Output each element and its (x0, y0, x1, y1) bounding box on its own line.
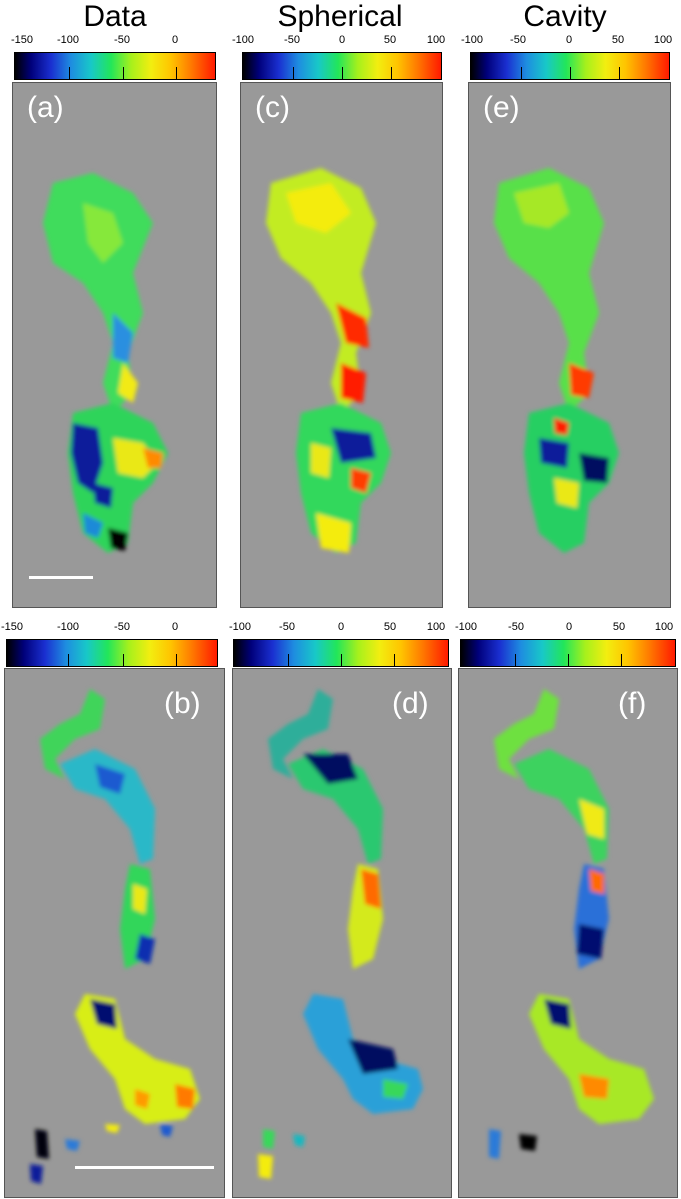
tick-label: -50 (284, 34, 300, 46)
tick-label: -50 (279, 621, 295, 633)
tick-label: 50 (383, 621, 397, 633)
tick-label: -100 (231, 34, 255, 46)
panel-a-data-map: (a) (12, 82, 217, 608)
panel-label-d: (d) (392, 687, 429, 720)
tick-label: -100 (56, 34, 80, 46)
tick-label: 100 (426, 34, 446, 46)
tick-label: -100 (228, 621, 252, 633)
tick-label: -50 (508, 621, 524, 633)
panel-b-data-map: (b) (4, 668, 225, 1198)
tick-label: -100 (460, 34, 484, 46)
panel-label-a: (a) (27, 91, 64, 124)
panel-label-e: (e) (483, 91, 520, 124)
panel-label-c: (c) (255, 91, 290, 124)
tick-label: 50 (383, 34, 397, 46)
tick-label: 100 (426, 621, 446, 633)
tick-label: 0 (337, 621, 345, 633)
panel-e-cavity-map: (e) (468, 82, 671, 608)
tick-label: -50 (510, 34, 526, 46)
tick-label: 0 (565, 34, 573, 46)
velocity-map-f (489, 689, 654, 1159)
tick-label: -150 (0, 621, 24, 633)
tick-label: 0 (171, 34, 179, 46)
panel-c-spherical-map: (c) (240, 82, 443, 608)
velocity-map-a (43, 173, 168, 553)
velocity-map-b (30, 689, 200, 1184)
tick-label: 50 (612, 621, 626, 633)
panel-f-cavity-map: (f) (458, 668, 678, 1198)
column-title-cavity: Cavity (523, 0, 607, 33)
tick-label: 0 (565, 621, 573, 633)
panel-label-f: (f) (618, 687, 647, 720)
scale-bar (29, 576, 93, 579)
tick-label: 0 (171, 621, 179, 633)
tick-label: 50 (611, 34, 625, 46)
tick-label: -150 (10, 34, 34, 46)
velocity-map-c (266, 168, 391, 553)
tick-label: -50 (114, 34, 130, 46)
velocity-map-d (258, 689, 423, 1179)
tick-label: 100 (653, 34, 673, 46)
velocity-map-e (494, 168, 619, 553)
column-title-spherical: Spherical (277, 0, 403, 33)
tick-label: -100 (454, 621, 478, 633)
tick-label: 0 (338, 34, 346, 46)
panel-label-b: (b) (164, 687, 201, 720)
tick-label: 100 (654, 621, 674, 633)
scale-bar (75, 1166, 214, 1169)
tick-label: -50 (114, 621, 130, 633)
tick-label: -100 (56, 621, 80, 633)
column-title-data: Data (83, 0, 147, 33)
panel-d-spherical-map: (d) (232, 668, 452, 1198)
